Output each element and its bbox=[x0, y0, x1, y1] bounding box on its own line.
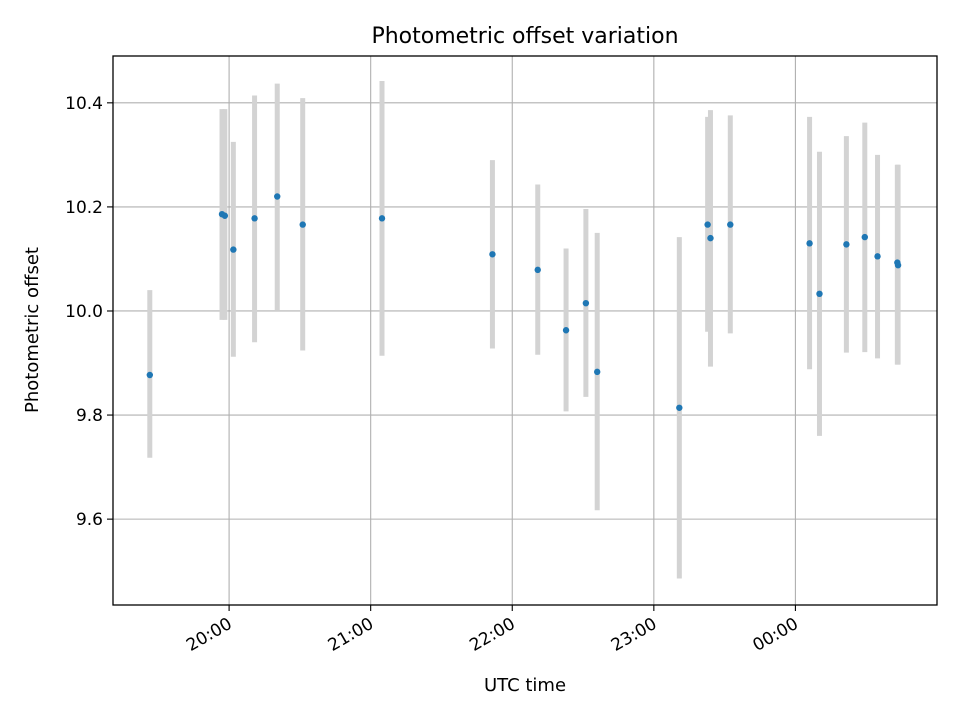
data-point bbox=[816, 290, 823, 298]
data-point bbox=[274, 193, 281, 200]
y-tick-label: 9.8 bbox=[76, 406, 103, 426]
data-point bbox=[489, 251, 496, 258]
y-tick-label: 10.0 bbox=[65, 302, 103, 322]
data-point bbox=[230, 246, 237, 253]
y-axis-ticks: 9.6 9.8 10.0 10.2 10.4 bbox=[65, 94, 113, 530]
data-point bbox=[843, 241, 850, 248]
y-tick-label: 10.4 bbox=[65, 94, 103, 114]
data-point bbox=[221, 212, 229, 219]
data-point bbox=[704, 221, 711, 228]
data-point bbox=[861, 233, 868, 241]
data-points bbox=[146, 193, 902, 411]
data-point bbox=[251, 215, 258, 222]
plot-frame bbox=[112, 55, 938, 606]
chart-title: Photometric offset variation bbox=[371, 24, 678, 49]
x-axis-label: UTC time bbox=[484, 675, 566, 696]
y-axis-label: Photometric offset bbox=[22, 247, 43, 413]
data-point bbox=[562, 327, 570, 334]
data-point bbox=[146, 371, 154, 379]
data-point bbox=[582, 299, 590, 307]
data-point bbox=[874, 253, 881, 260]
y-tick-label: 10.2 bbox=[65, 198, 103, 218]
data-point bbox=[727, 221, 734, 228]
data-point bbox=[707, 234, 714, 242]
data-point bbox=[676, 404, 683, 411]
data-point bbox=[894, 261, 902, 269]
grid-lines bbox=[113, 56, 937, 605]
data-point bbox=[378, 215, 386, 222]
y-tick-label: 9.6 bbox=[76, 510, 103, 530]
data-point bbox=[299, 221, 306, 228]
data-point bbox=[534, 266, 541, 274]
plot-area bbox=[113, 56, 937, 605]
data-point bbox=[806, 240, 813, 247]
data-point bbox=[594, 368, 601, 376]
